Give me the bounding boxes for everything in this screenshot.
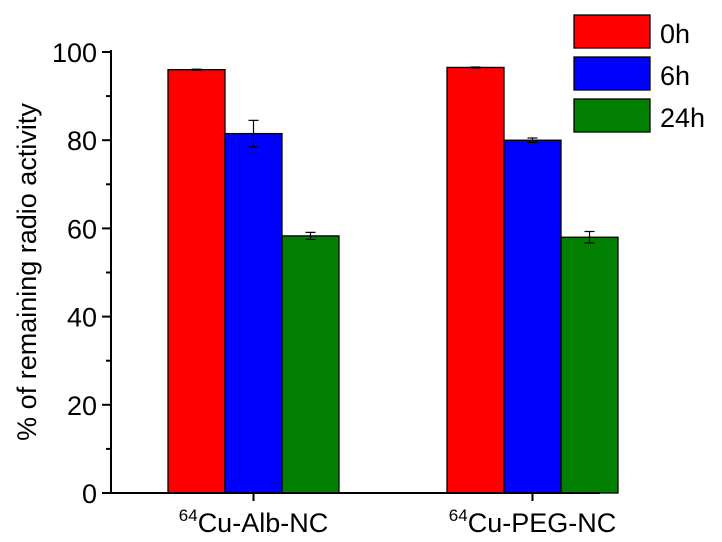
legend-item: 24h xyxy=(573,98,705,133)
x-tick-label-superscript: 64 xyxy=(179,506,198,525)
y-tick-label: 100 xyxy=(52,38,97,68)
bar xyxy=(167,68,226,494)
y-tick-label: 20 xyxy=(67,391,97,421)
error-bar xyxy=(470,66,481,69)
legend-item: 0h xyxy=(573,14,690,49)
error-bar xyxy=(191,68,202,71)
x-tick-label: 64Cu-Alb-NC xyxy=(179,506,328,538)
x-tick-label: 64Cu-PEG-NC xyxy=(449,506,616,538)
x-tick-label-text: Cu-Alb-NC xyxy=(198,508,329,538)
legend-label: 0h xyxy=(660,19,690,49)
legend-swatch xyxy=(573,56,651,91)
legend: 0h 6h 24h xyxy=(573,14,705,133)
bar xyxy=(446,66,505,494)
y-tick-label: 80 xyxy=(67,126,97,156)
plot-area xyxy=(167,66,619,494)
legend-label: 24h xyxy=(660,103,705,133)
bar xyxy=(560,236,619,494)
y-tick-label: 60 xyxy=(67,214,97,244)
x-tick-label-superscript: 64 xyxy=(449,506,468,525)
legend-item: 6h xyxy=(573,56,690,91)
x-axis: 64Cu-Alb-NC 64Cu-PEG-NC xyxy=(110,492,616,538)
y-tick-label: 0 xyxy=(82,479,97,509)
bar xyxy=(503,139,562,494)
y-tick-label: 40 xyxy=(67,303,97,333)
legend-swatch xyxy=(573,98,651,133)
bar xyxy=(281,235,340,494)
bar xyxy=(224,132,283,494)
error-bar xyxy=(584,230,595,244)
x-tick-label-text: Cu-PEG-NC xyxy=(468,508,617,538)
error-bar xyxy=(527,137,538,144)
error-bar xyxy=(248,119,259,148)
legend-swatch xyxy=(573,14,651,49)
y-axis-title: % of remaining radio activity xyxy=(12,103,42,441)
error-bar xyxy=(305,231,316,241)
legend-label: 6h xyxy=(660,61,690,91)
y-axis: 0 20 40 60 80 100 xyxy=(52,38,112,509)
